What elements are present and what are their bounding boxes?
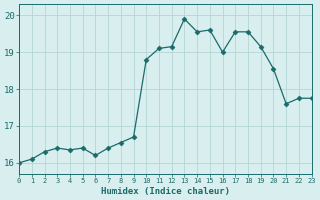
X-axis label: Humidex (Indice chaleur): Humidex (Indice chaleur) (101, 187, 230, 196)
